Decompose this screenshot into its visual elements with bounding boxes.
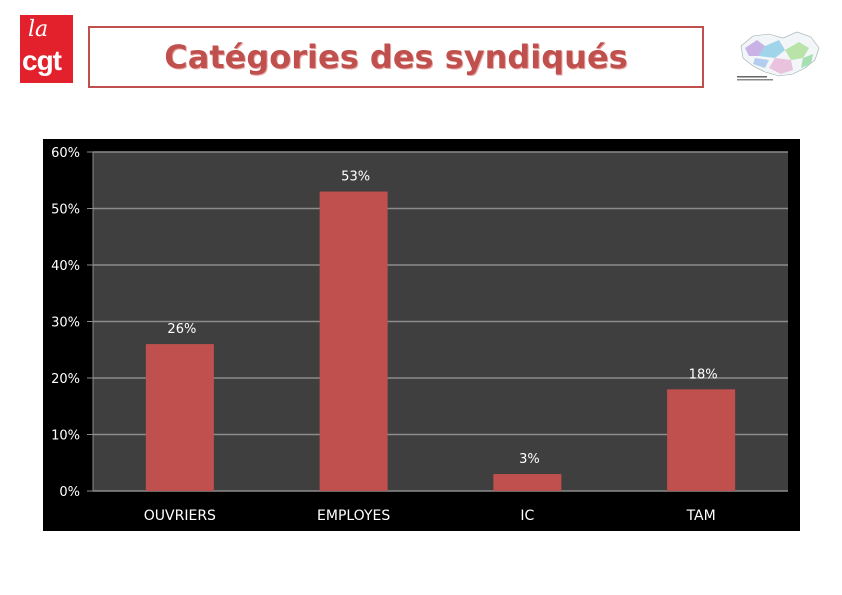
bar (667, 389, 736, 491)
x-tick-label: TAM (686, 508, 716, 524)
y-tick-label: 20% (51, 372, 80, 387)
y-tick-label: 50% (51, 203, 80, 218)
page-title: Catégories des syndiqués (164, 38, 628, 76)
y-tick-label: 30% (51, 316, 80, 331)
y-tick-label: 60% (51, 146, 80, 161)
data-label: 26% (167, 322, 196, 337)
x-tick-label: OUVRIERS (144, 508, 216, 524)
x-tick-label: EMPLOYES (317, 508, 390, 524)
logo-text-la: la (28, 17, 49, 42)
data-label: 18% (689, 367, 718, 382)
region-map-image (737, 31, 820, 81)
bar-chart: 0% 10% 20% 30% 40% 50% 60% OUVRIERS 26% EMPLOYES 5… (51, 146, 788, 524)
bar (319, 191, 388, 492)
data-label: 3% (519, 452, 540, 467)
cgt-logo: la cgt (20, 15, 73, 83)
bar (145, 344, 214, 491)
chart-container: 0% 10% 20% 30% 40% 50% 60% OUVRIERS 26% EMPLOYES 5… (43, 139, 800, 531)
title-box: Catégories des syndiqués (88, 26, 704, 88)
data-label: 53% (341, 170, 370, 185)
x-tick-label: IC (520, 508, 534, 524)
y-tick-label: 0% (59, 485, 80, 500)
logo-text-cgt: cgt (22, 45, 62, 76)
y-tick-label: 40% (51, 259, 80, 274)
bar (493, 474, 562, 491)
y-tick-label: 10% (51, 429, 80, 444)
